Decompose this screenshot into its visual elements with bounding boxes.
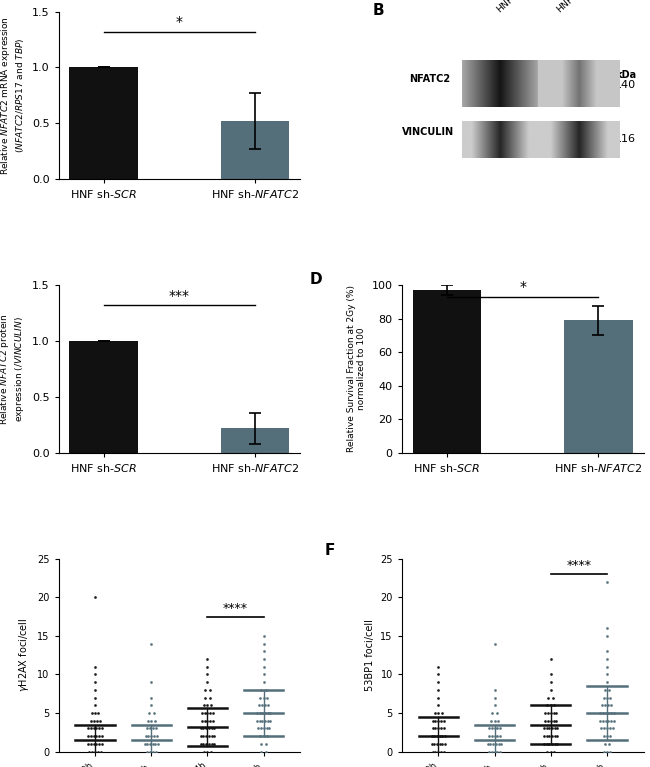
- Bar: [221, 121, 289, 179]
- Y-axis label: Relative $NFATC2$ protein
expression (/$VINCULIN$): Relative $NFATC2$ protein expression (/$…: [0, 313, 26, 425]
- Text: HNF A sh-$SCR$: HNF A sh-$SCR$: [493, 0, 548, 15]
- Y-axis label: Relative $NFATC2$ mRNA expression
($NFATC2$/$RPS17$ and $TBP$): Relative $NFATC2$ mRNA expression ($NFAT…: [0, 16, 26, 175]
- Y-axis label: 53BP1 foci/cell: 53BP1 foci/cell: [365, 619, 374, 691]
- Text: ***: ***: [169, 288, 190, 303]
- Bar: [70, 67, 138, 179]
- Y-axis label: $\gamma$H2AX foci/cell: $\gamma$H2AX foci/cell: [18, 618, 31, 693]
- Bar: [221, 428, 289, 453]
- Y-axis label: Relative Survival Fraction at 2Gy (%)
normalized to 100: Relative Survival Fraction at 2Gy (%) no…: [347, 285, 366, 453]
- Text: ****: ****: [223, 601, 248, 614]
- Text: B: B: [372, 3, 384, 18]
- Text: HNF A sh-$NFATC2$: HNF A sh-$NFATC2$: [554, 0, 621, 15]
- Text: VINCULIN: VINCULIN: [402, 127, 454, 137]
- Bar: [70, 341, 138, 453]
- Text: kDa: kDa: [615, 71, 636, 81]
- Text: ****: ****: [566, 559, 592, 572]
- Text: NFATC2: NFATC2: [409, 74, 450, 84]
- Text: 140: 140: [615, 81, 636, 91]
- Text: F: F: [324, 543, 335, 558]
- Bar: [413, 290, 481, 453]
- Text: 116: 116: [616, 134, 636, 144]
- Bar: [564, 321, 632, 453]
- Text: *: *: [519, 280, 526, 295]
- Text: D: D: [310, 272, 322, 287]
- Text: *: *: [176, 15, 183, 29]
